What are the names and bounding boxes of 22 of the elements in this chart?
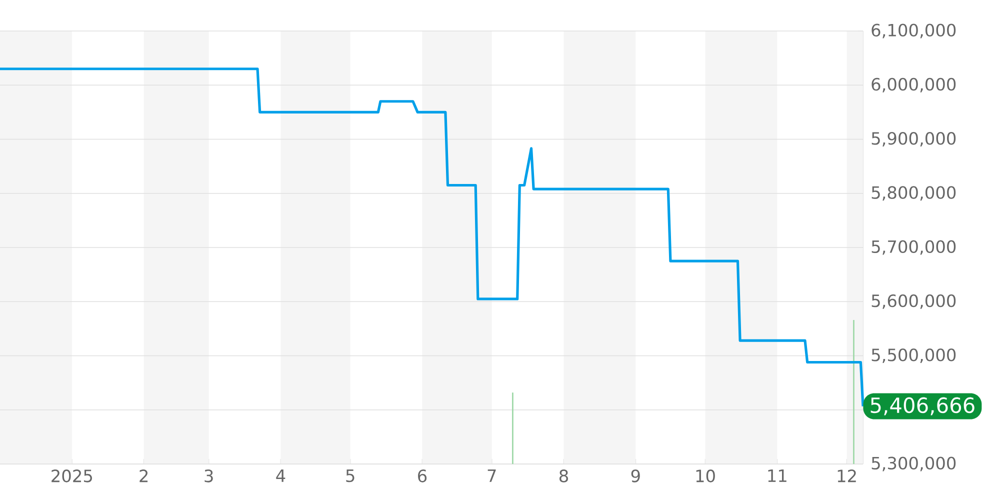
y-tick-label: 5,800,000 <box>872 186 956 201</box>
y-tick-label: 5,300,000 <box>872 456 956 472</box>
y-tick-label: 5,500,000 <box>872 348 956 364</box>
y-tick-label: 6,100,000 <box>872 24 956 38</box>
x-tick-label: 8 <box>560 470 568 482</box>
y-tick-label: 6,000,000 <box>872 78 956 92</box>
y-tick-label: 5,700,000 <box>872 240 956 255</box>
line-series <box>0 68 864 408</box>
x-tick-label: 3 <box>204 470 213 482</box>
x-tick-label: 2025 <box>52 470 92 482</box>
x-tick-label: 10 <box>696 470 715 482</box>
x-tick-label: 12 <box>838 470 856 482</box>
x-tick-label: 6 <box>418 470 427 482</box>
y-tick-label: 5,900,000 <box>872 132 956 147</box>
x-tick-label: 4 <box>276 470 286 482</box>
x-tick-label: 2 <box>140 470 148 482</box>
x-tick-label: 5 <box>346 470 354 482</box>
x-tick-label: 11 <box>768 470 786 482</box>
x-tick-label: 7 <box>488 470 496 482</box>
y-tick-label: 5,600,000 <box>872 294 956 309</box>
annotation: 5,406,666 <box>870 397 974 416</box>
x-tick-label: 9 <box>631 470 640 482</box>
